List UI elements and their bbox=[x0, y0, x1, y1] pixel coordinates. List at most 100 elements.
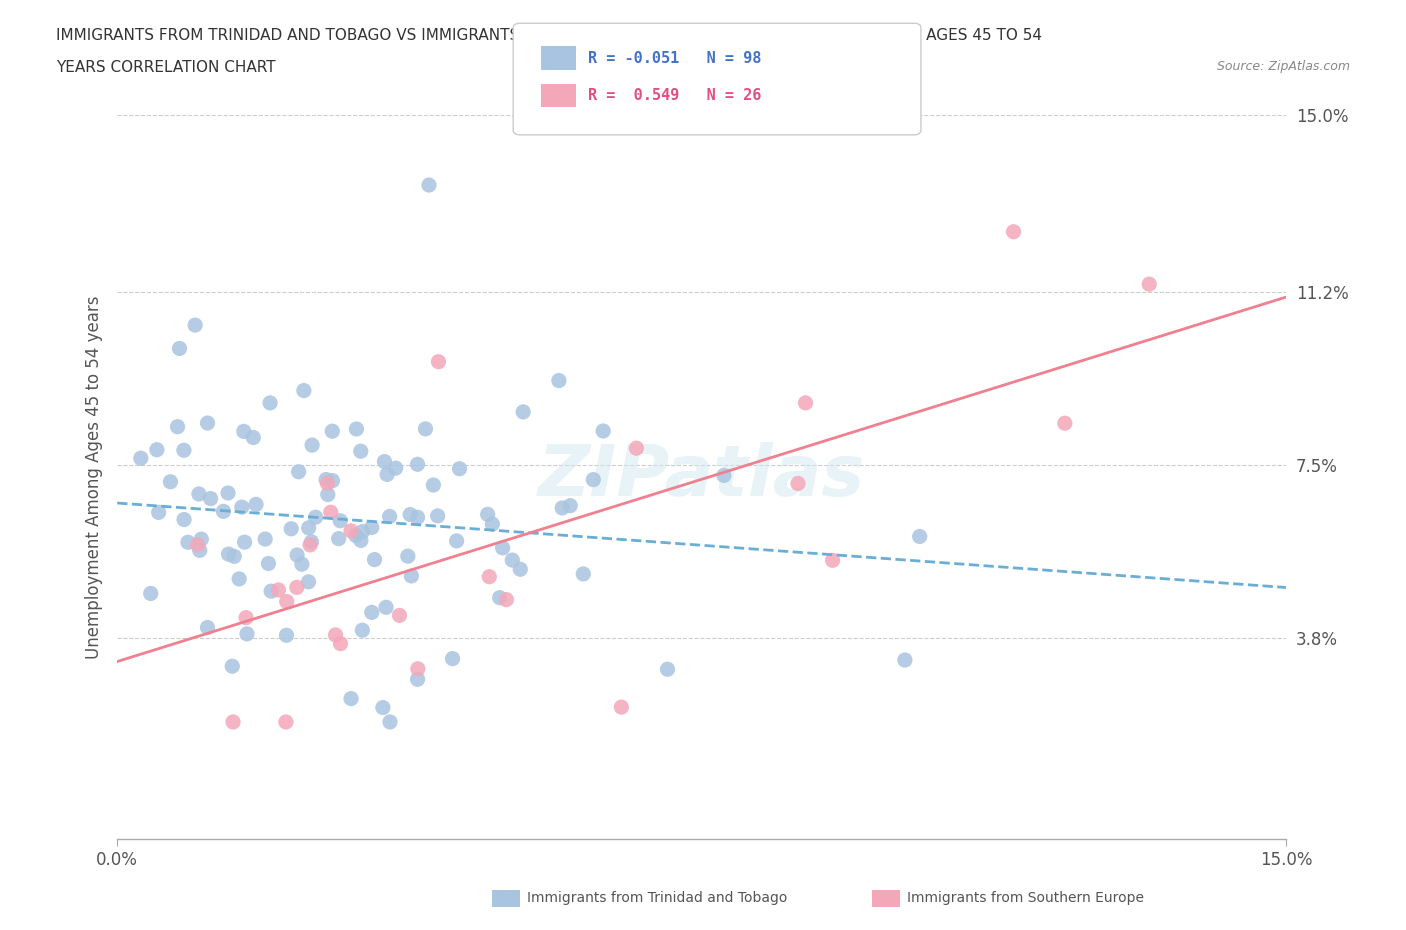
Point bbox=[344, 528, 367, 543]
Point bbox=[477, 507, 499, 522]
Point bbox=[212, 504, 235, 519]
Point bbox=[218, 547, 240, 562]
Text: Immigrants from Trinidad and Tobago: Immigrants from Trinidad and Tobago bbox=[527, 891, 787, 906]
Point bbox=[657, 662, 679, 677]
Point bbox=[276, 628, 298, 643]
Point bbox=[188, 543, 211, 558]
Point bbox=[177, 535, 200, 550]
Point bbox=[187, 486, 209, 501]
Point bbox=[222, 714, 245, 729]
Point bbox=[406, 510, 429, 525]
Text: ZIPatlas: ZIPatlas bbox=[538, 443, 866, 512]
Point bbox=[375, 467, 398, 482]
Point bbox=[491, 540, 513, 555]
Point bbox=[169, 341, 191, 356]
Point bbox=[257, 556, 280, 571]
Text: R =  0.549   N = 26: R = 0.549 N = 26 bbox=[588, 88, 761, 103]
Point bbox=[350, 444, 373, 458]
Point bbox=[1002, 224, 1025, 239]
Point bbox=[449, 461, 471, 476]
Point bbox=[291, 557, 314, 572]
Point bbox=[321, 473, 343, 488]
Point bbox=[304, 510, 326, 525]
Point bbox=[197, 620, 219, 635]
Point bbox=[821, 552, 844, 567]
Point bbox=[301, 438, 323, 453]
Point bbox=[232, 424, 254, 439]
Point bbox=[713, 468, 735, 483]
Point bbox=[548, 373, 571, 388]
Point bbox=[1137, 277, 1160, 292]
Point bbox=[422, 478, 444, 493]
Point bbox=[610, 699, 633, 714]
Point bbox=[406, 457, 429, 472]
Point bbox=[287, 464, 309, 479]
Point bbox=[441, 651, 464, 666]
Point bbox=[560, 498, 582, 513]
Point bbox=[299, 538, 322, 552]
Point bbox=[228, 572, 250, 587]
Point bbox=[236, 627, 259, 642]
Point bbox=[399, 507, 422, 522]
Text: YEARS CORRELATION CHART: YEARS CORRELATION CHART bbox=[56, 60, 276, 75]
Point bbox=[592, 423, 614, 438]
Point bbox=[373, 454, 395, 469]
Point bbox=[908, 529, 931, 544]
Point bbox=[190, 532, 212, 547]
Point bbox=[415, 421, 437, 436]
Point bbox=[551, 500, 574, 515]
Y-axis label: Unemployment Among Ages 45 to 54 years: Unemployment Among Ages 45 to 54 years bbox=[86, 295, 103, 658]
Text: R = -0.051   N = 98: R = -0.051 N = 98 bbox=[588, 51, 761, 66]
Text: Source: ZipAtlas.com: Source: ZipAtlas.com bbox=[1216, 60, 1350, 73]
Point bbox=[159, 474, 181, 489]
Point bbox=[224, 549, 246, 564]
Point bbox=[245, 497, 267, 512]
Point bbox=[173, 443, 195, 458]
Point bbox=[406, 671, 429, 686]
Point bbox=[375, 600, 398, 615]
Point bbox=[501, 552, 523, 567]
Point bbox=[328, 531, 350, 546]
Point bbox=[340, 691, 363, 706]
Point bbox=[512, 405, 534, 419]
Point bbox=[315, 472, 337, 487]
Point bbox=[582, 472, 605, 487]
Point bbox=[481, 517, 503, 532]
Point bbox=[316, 487, 339, 502]
Point bbox=[285, 580, 308, 595]
Point bbox=[396, 549, 419, 564]
Point bbox=[329, 513, 352, 528]
Point bbox=[406, 661, 429, 676]
Point bbox=[297, 575, 319, 590]
Point bbox=[233, 535, 256, 550]
Point bbox=[242, 430, 264, 445]
Point bbox=[285, 548, 308, 563]
Point bbox=[360, 604, 382, 619]
Text: Immigrants from Southern Europe: Immigrants from Southern Europe bbox=[907, 891, 1144, 906]
Point bbox=[259, 395, 281, 410]
Point bbox=[427, 354, 450, 369]
Point bbox=[401, 568, 423, 583]
Point bbox=[363, 552, 385, 567]
Point bbox=[148, 505, 170, 520]
Point bbox=[260, 584, 283, 599]
Point bbox=[1053, 416, 1076, 431]
Point bbox=[316, 476, 339, 491]
Point bbox=[794, 395, 817, 410]
Point bbox=[221, 658, 243, 673]
Point bbox=[146, 443, 169, 458]
Point bbox=[166, 419, 188, 434]
Point bbox=[173, 512, 195, 527]
Point bbox=[371, 700, 394, 715]
Point bbox=[352, 623, 374, 638]
Point bbox=[325, 628, 347, 643]
Point bbox=[426, 509, 449, 524]
Point bbox=[184, 318, 207, 333]
Point bbox=[787, 476, 810, 491]
Point bbox=[388, 608, 411, 623]
Point bbox=[572, 566, 595, 581]
Point bbox=[360, 520, 382, 535]
Point bbox=[378, 714, 401, 729]
Point bbox=[418, 178, 440, 193]
Point bbox=[329, 636, 352, 651]
